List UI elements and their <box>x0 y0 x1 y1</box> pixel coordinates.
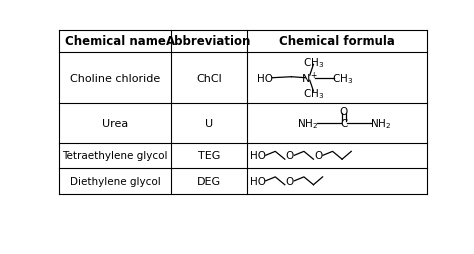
Text: CH$_3$: CH$_3$ <box>303 87 324 101</box>
Text: HO: HO <box>257 73 273 83</box>
Text: U: U <box>205 118 213 128</box>
Text: $\mathregular{N}^+$: $\mathregular{N}^+$ <box>301 71 319 86</box>
Text: Chemical name: Chemical name <box>65 35 166 48</box>
Text: Chemical formula: Chemical formula <box>279 35 394 48</box>
Text: Urea: Urea <box>102 118 128 128</box>
Text: CH$_3$: CH$_3$ <box>332 72 354 85</box>
Text: TEG: TEG <box>198 151 220 161</box>
Text: NH$_2$: NH$_2$ <box>297 117 318 130</box>
Text: DEG: DEG <box>197 176 221 186</box>
Text: Tetraethylene glycol: Tetraethylene glycol <box>63 151 168 161</box>
Text: CH$_3$: CH$_3$ <box>303 56 324 70</box>
Text: Abbreviation: Abbreviation <box>166 35 252 48</box>
Text: O: O <box>285 151 294 161</box>
Text: NH$_2$: NH$_2$ <box>370 117 391 130</box>
Text: C: C <box>340 118 347 128</box>
Text: HO: HO <box>250 176 265 186</box>
Text: Diethylene glycol: Diethylene glycol <box>70 176 161 186</box>
Text: ChCl: ChCl <box>196 73 222 83</box>
Text: HO: HO <box>250 151 265 161</box>
Text: O: O <box>314 151 322 161</box>
Text: Choline chloride: Choline chloride <box>70 73 160 83</box>
Text: O: O <box>285 176 294 186</box>
Text: O: O <box>340 107 348 117</box>
